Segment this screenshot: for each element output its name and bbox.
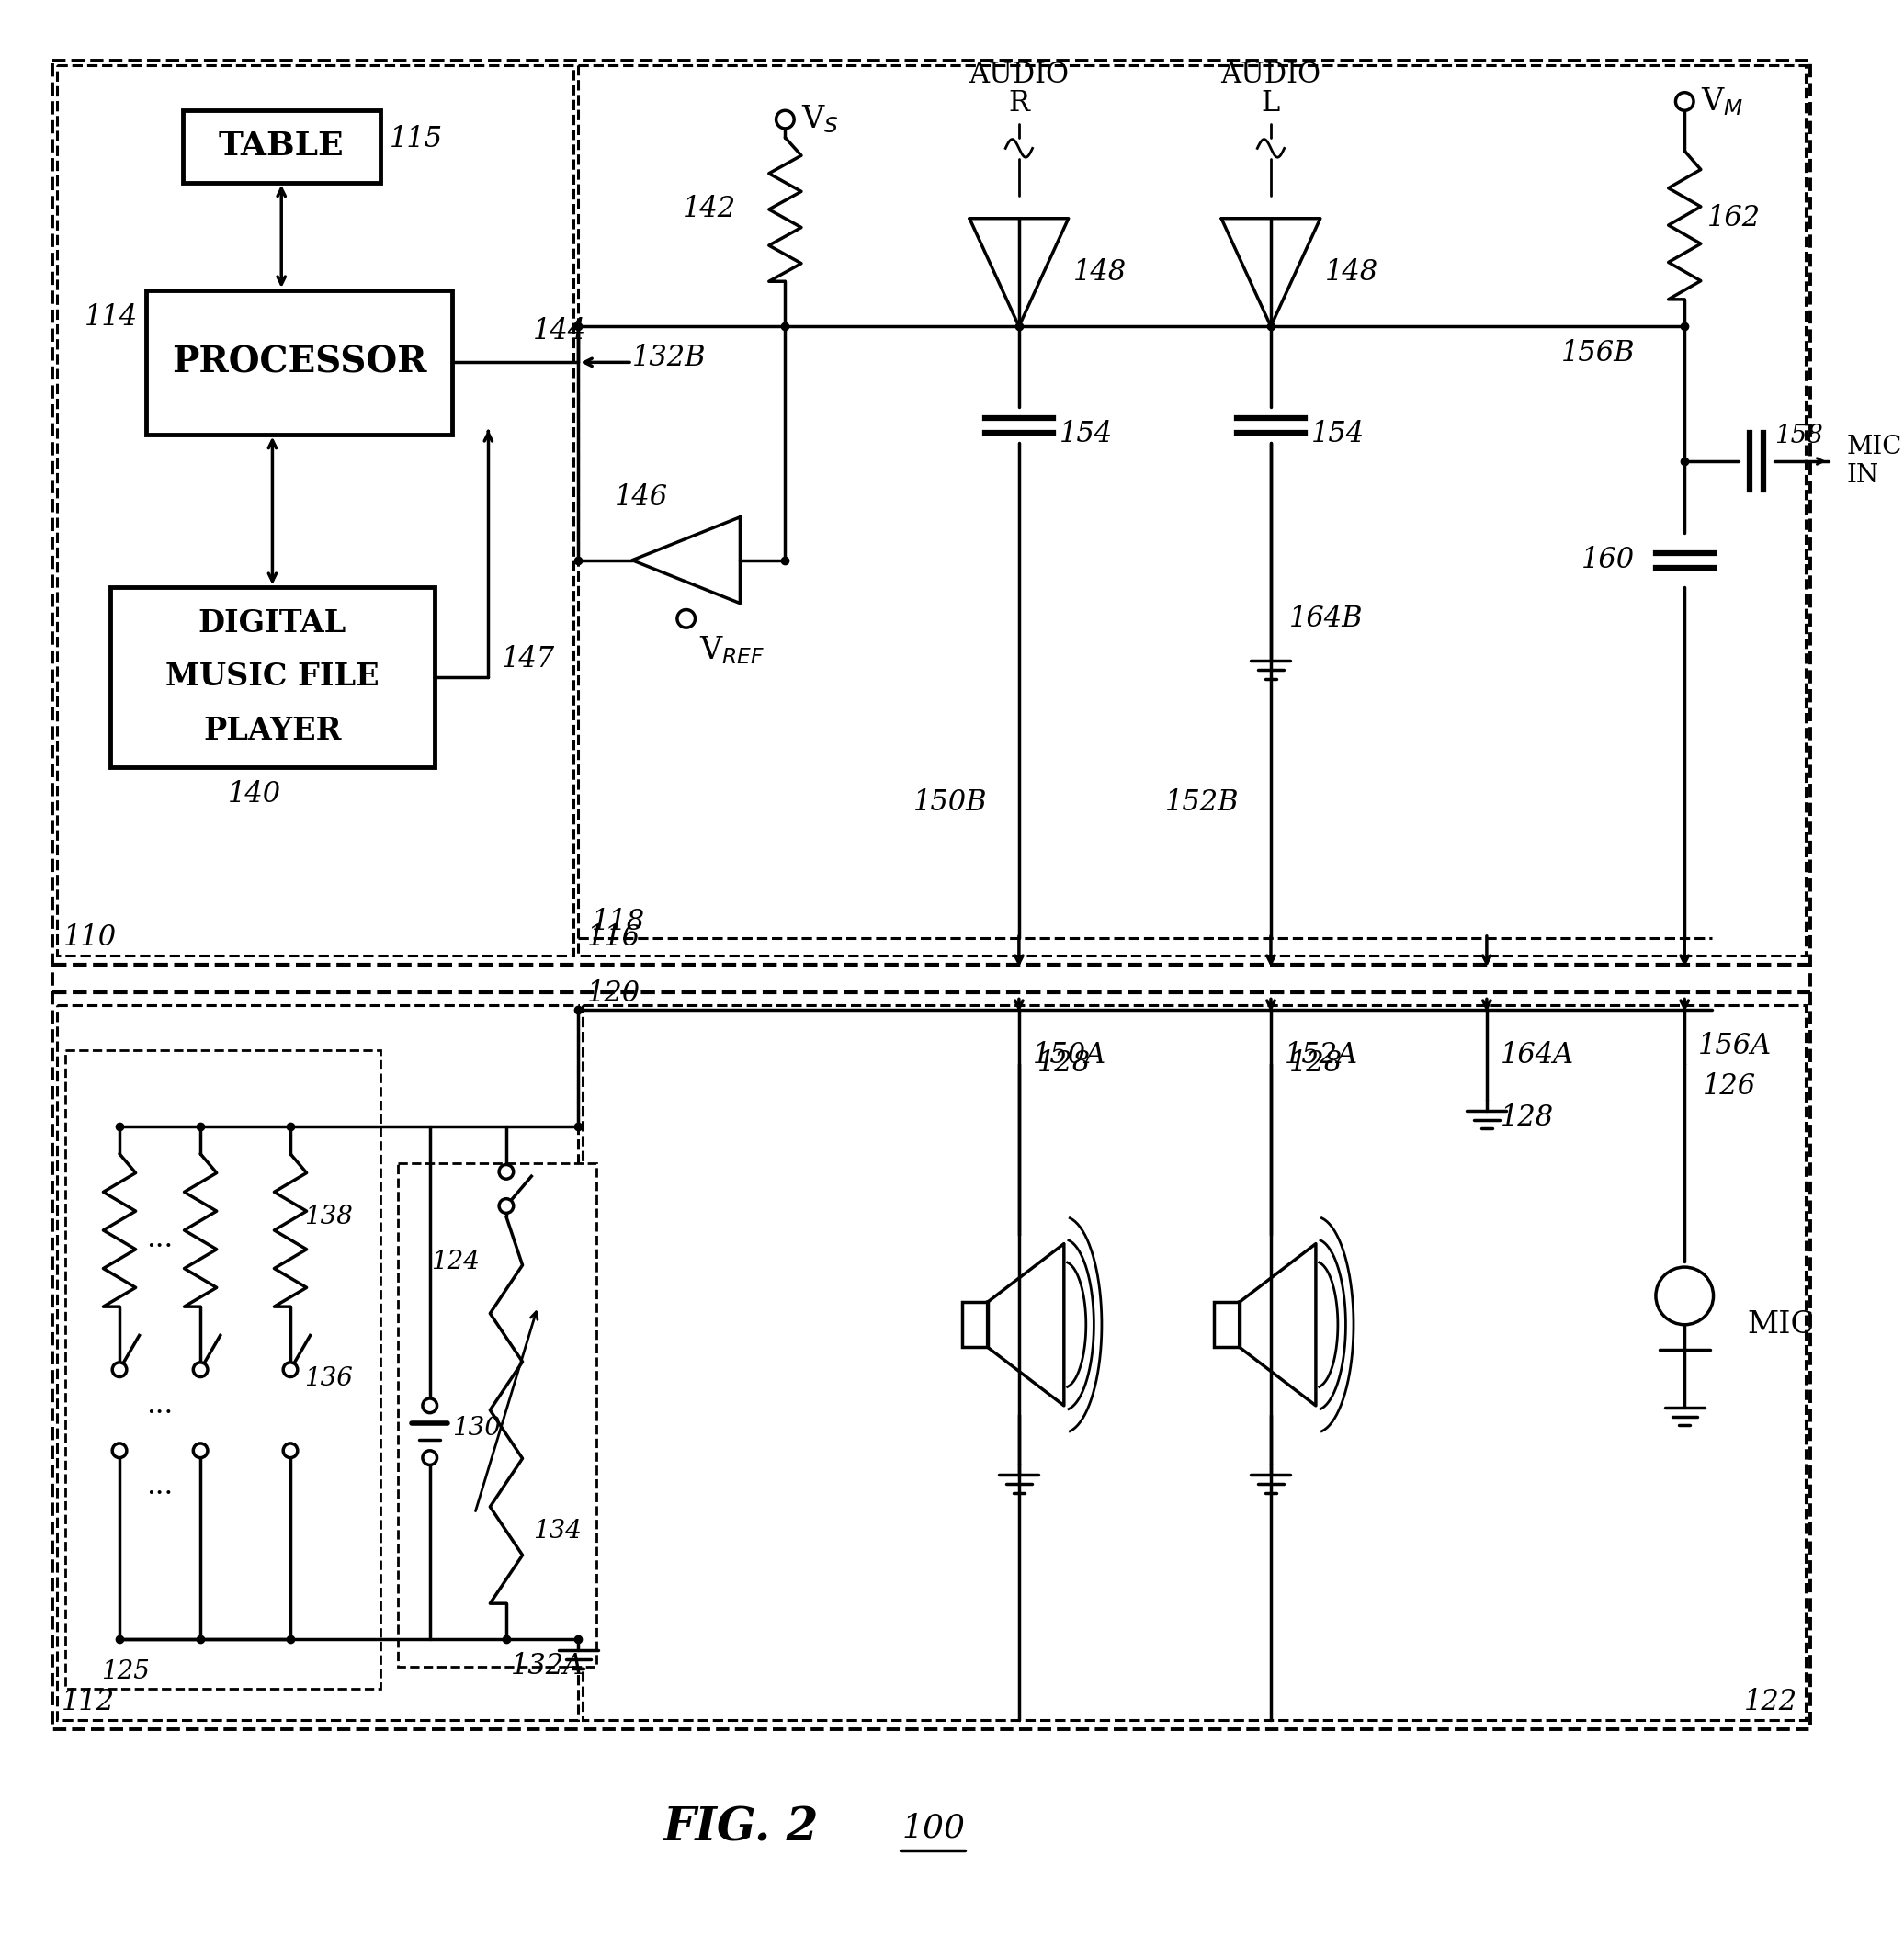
- Text: 164A: 164A: [1500, 1041, 1575, 1068]
- Text: MUSIC FILE: MUSIC FILE: [166, 662, 379, 693]
- Text: 162: 162: [1708, 204, 1761, 234]
- Text: 156B: 156B: [1561, 339, 1636, 368]
- Text: MIC: MIC: [1748, 1310, 1815, 1339]
- Circle shape: [112, 1444, 128, 1458]
- Text: PROCESSOR: PROCESSOR: [171, 344, 426, 379]
- Text: 154: 154: [1059, 420, 1112, 448]
- Text: AUDIO: AUDIO: [1220, 60, 1321, 90]
- Text: MIC
IN: MIC IN: [1847, 434, 1902, 488]
- Text: R: R: [1009, 90, 1030, 117]
- Text: L: L: [1262, 90, 1279, 117]
- Text: 115: 115: [388, 125, 444, 154]
- Text: 130: 130: [453, 1415, 501, 1440]
- Text: 114: 114: [84, 304, 137, 331]
- Bar: [110, 588, 434, 767]
- Text: 152B: 152B: [1165, 788, 1240, 817]
- Circle shape: [777, 111, 794, 128]
- Text: DIGITAL: DIGITAL: [198, 607, 347, 638]
- Circle shape: [499, 1199, 514, 1212]
- Bar: [962, 1302, 988, 1347]
- Text: 150B: 150B: [914, 788, 988, 817]
- Circle shape: [1676, 93, 1693, 111]
- Text: 136: 136: [305, 1366, 352, 1391]
- Circle shape: [678, 609, 695, 629]
- Text: 148: 148: [1074, 259, 1127, 286]
- Circle shape: [423, 1399, 438, 1413]
- Text: AUDIO: AUDIO: [969, 60, 1070, 90]
- Text: 116: 116: [586, 922, 640, 952]
- Text: TABLE: TABLE: [219, 130, 345, 162]
- Circle shape: [499, 1164, 514, 1179]
- Circle shape: [284, 1362, 297, 1378]
- Text: 100: 100: [902, 1812, 965, 1845]
- Circle shape: [423, 1450, 438, 1465]
- Text: 154: 154: [1312, 420, 1365, 448]
- Text: 124: 124: [430, 1249, 480, 1275]
- Bar: [583, 1006, 1807, 1720]
- Text: FIG. 2: FIG. 2: [663, 1806, 819, 1851]
- Text: 126: 126: [1702, 1072, 1755, 1101]
- Text: ...: ...: [147, 1391, 173, 1421]
- Bar: [398, 1164, 596, 1666]
- Text: PLAYER: PLAYER: [204, 716, 341, 745]
- Text: 112: 112: [61, 1687, 114, 1716]
- Text: 132B: 132B: [632, 344, 706, 372]
- Bar: [147, 290, 453, 434]
- Bar: [65, 1051, 381, 1689]
- Text: ...: ...: [147, 1224, 173, 1253]
- Text: V$_M$: V$_M$: [1700, 86, 1744, 117]
- Text: 125: 125: [101, 1660, 150, 1685]
- Circle shape: [112, 1362, 128, 1378]
- Text: 164B: 164B: [1289, 605, 1363, 632]
- Text: 142: 142: [682, 195, 735, 224]
- Text: 150A: 150A: [1032, 1041, 1106, 1068]
- Text: 118: 118: [592, 907, 645, 936]
- Text: 128: 128: [1500, 1103, 1554, 1133]
- Text: 128: 128: [1038, 1049, 1091, 1078]
- Bar: [57, 66, 573, 955]
- Bar: [57, 1006, 579, 1720]
- Text: 160: 160: [1582, 547, 1636, 574]
- Text: 152A: 152A: [1285, 1041, 1358, 1068]
- Text: ...: ...: [147, 1473, 173, 1500]
- Circle shape: [192, 1444, 208, 1458]
- Text: 147: 147: [503, 644, 556, 673]
- Text: 140: 140: [228, 780, 282, 808]
- Text: V$_S$: V$_S$: [802, 103, 840, 136]
- Text: 138: 138: [305, 1205, 352, 1230]
- Text: 120: 120: [586, 979, 640, 1008]
- Circle shape: [192, 1362, 208, 1378]
- Circle shape: [1656, 1267, 1714, 1325]
- Text: 148: 148: [1325, 259, 1378, 286]
- Text: 134: 134: [533, 1520, 583, 1543]
- Bar: [1215, 1302, 1240, 1347]
- Bar: [579, 66, 1807, 955]
- Text: 146: 146: [615, 483, 668, 512]
- Text: 158: 158: [1775, 424, 1824, 448]
- Text: 122: 122: [1744, 1687, 1797, 1716]
- Circle shape: [284, 1444, 297, 1458]
- Bar: [183, 111, 381, 183]
- Text: 132A: 132A: [510, 1652, 585, 1681]
- Text: 128: 128: [1289, 1049, 1342, 1078]
- Text: 156A: 156A: [1698, 1031, 1773, 1061]
- Text: 144: 144: [533, 317, 586, 344]
- Bar: [51, 60, 1811, 1730]
- Text: 110: 110: [63, 922, 118, 952]
- Text: V$_{REF}$: V$_{REF}$: [699, 634, 765, 666]
